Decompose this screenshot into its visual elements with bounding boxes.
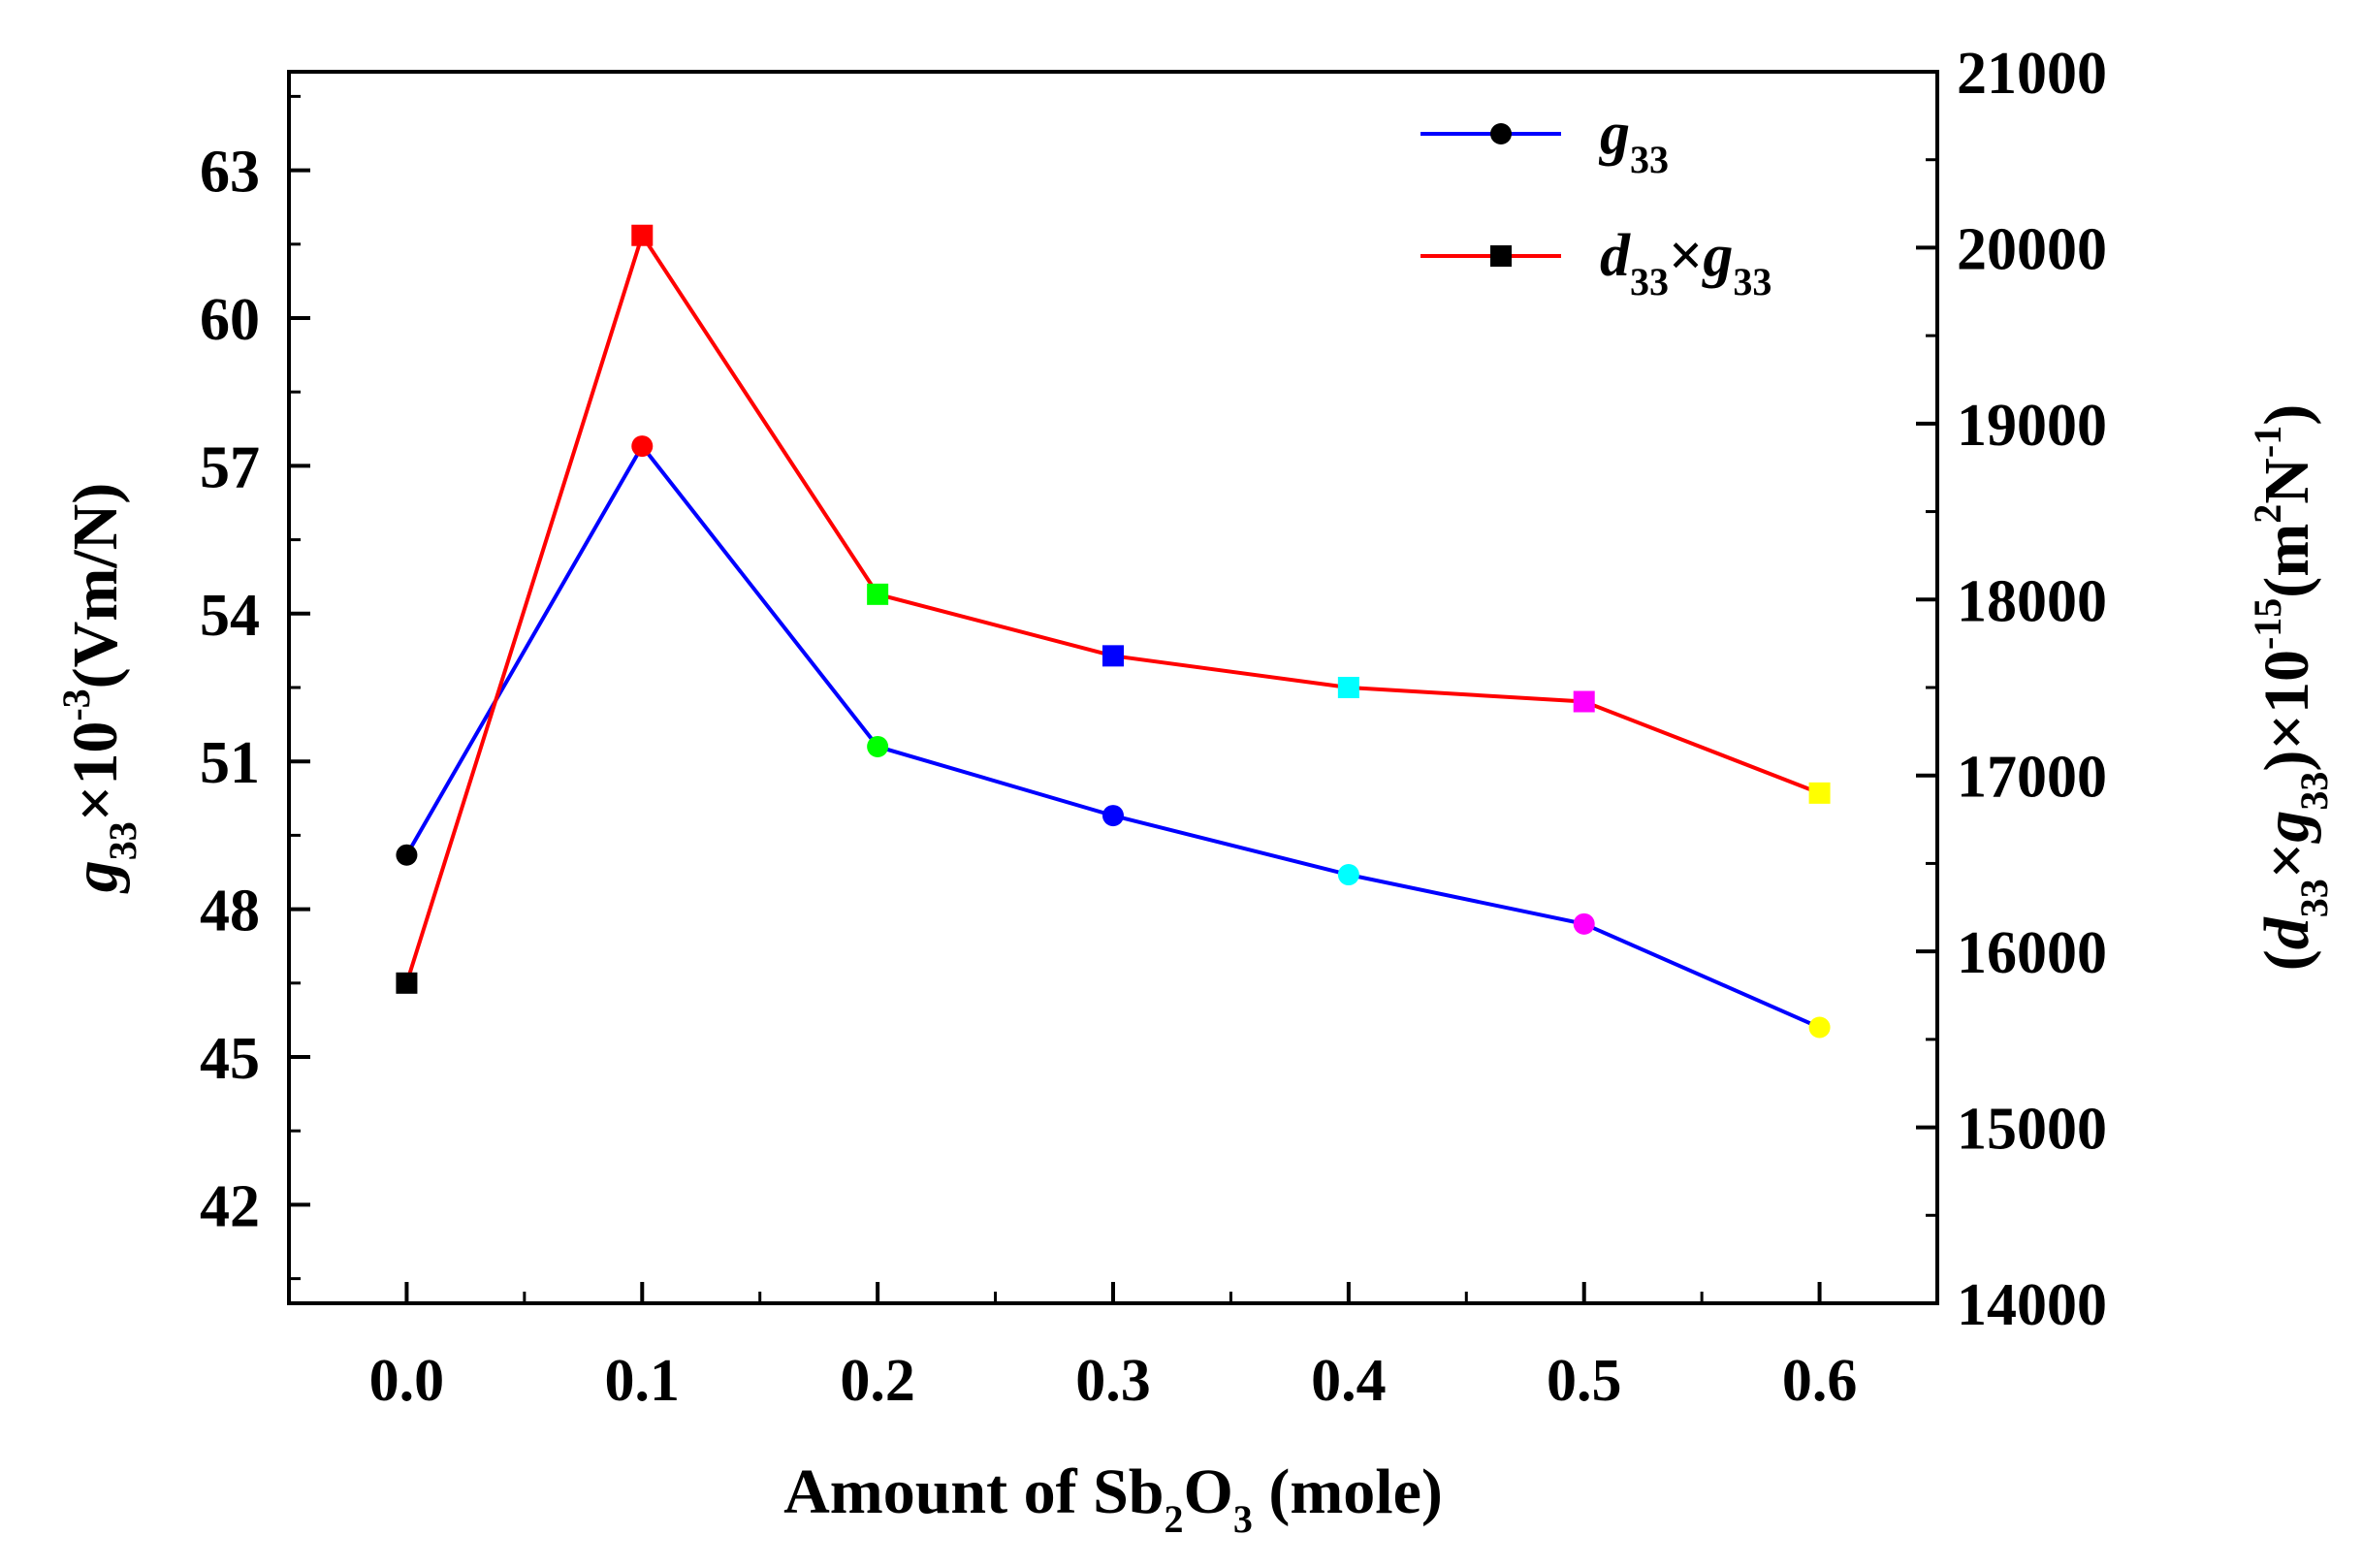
y-left-axis-ticks: 42 45 48 51 54 57 60 63 [200, 94, 310, 1281]
y-left-tick-label: 57 [200, 434, 260, 500]
data-point-g33 [867, 735, 889, 757]
y-right-tick-label: 17000 [1957, 745, 2107, 811]
data-point-d33g33 [1102, 645, 1124, 667]
y-right-tick-label: 16000 [1957, 920, 2107, 986]
legend: g33 d33×g33 [1420, 101, 1772, 304]
data-point-d33g33 [1808, 782, 1831, 804]
y-right-tick-label: 14000 [1957, 1272, 2107, 1338]
y-right-tick-label: 15000 [1957, 1097, 2107, 1163]
x-axis-ticks: 0.0 0.1 0.2 0.3 0.4 0.5 0.6 [369, 1282, 1858, 1414]
data-point-d33g33 [867, 583, 889, 605]
y-left-tick-label: 42 [200, 1173, 260, 1239]
y-left-axis-title: g33×10-3(Vm/N) [54, 483, 144, 895]
series-points [396, 224, 1831, 1039]
y-right-tick-label: 18000 [1957, 568, 2107, 634]
data-point-d33g33 [1337, 677, 1359, 698]
legend-label-d33g33: d33×g33 [1600, 223, 1772, 304]
data-point-g33 [396, 844, 418, 866]
data-point-d33g33 [396, 972, 418, 994]
y-left-tick-label: 48 [200, 879, 260, 944]
data-point-d33g33 [631, 224, 654, 246]
data-point-g33 [1573, 912, 1595, 935]
x-tick-label: 0.3 [1075, 1348, 1151, 1414]
y-right-axis-ticks: 14000 15000 16000 17000 18000 19000 20000 21000 [1916, 41, 2107, 1338]
x-tick-label: 0.4 [1311, 1348, 1387, 1414]
data-point-g33 [1337, 864, 1359, 886]
x-tick-label: 0.2 [840, 1348, 915, 1414]
x-tick-label: 0.1 [605, 1348, 681, 1414]
data-point-d33g33 [1573, 690, 1595, 713]
x-tick-label: 0.5 [1547, 1348, 1622, 1414]
series-line-d33g33 [404, 231, 1821, 984]
y-left-tick-label: 54 [200, 583, 260, 649]
data-point-g33 [631, 435, 654, 458]
y-right-tick-label: 19000 [1957, 393, 2107, 459]
data-point-g33 [1808, 1016, 1831, 1039]
x-tick-label: 0.6 [1782, 1348, 1858, 1414]
y-right-tick-label: 21000 [1957, 41, 2107, 107]
y-left-tick-label: 60 [200, 287, 260, 353]
data-point-g33 [1102, 805, 1124, 827]
series-lines [404, 231, 1821, 1030]
legend-label-g33: g33 [1598, 101, 1669, 181]
x-tick-label: 0.0 [369, 1348, 445, 1414]
y-left-tick-label: 51 [200, 730, 260, 796]
y-right-axis-title: (d33×g33)×10-15(m2N-1) [2246, 404, 2336, 971]
legend-marker-g33 [1490, 123, 1512, 144]
series-line-g33 [404, 442, 1821, 1030]
x-axis-title: Amount of Sb2O3 (mole) [783, 1456, 1443, 1541]
y-right-tick-label: 20000 [1957, 216, 2107, 282]
y-left-tick-label: 45 [200, 1026, 260, 1092]
legend-marker-d33g33 [1490, 245, 1512, 267]
y-left-tick-label: 63 [200, 140, 260, 206]
